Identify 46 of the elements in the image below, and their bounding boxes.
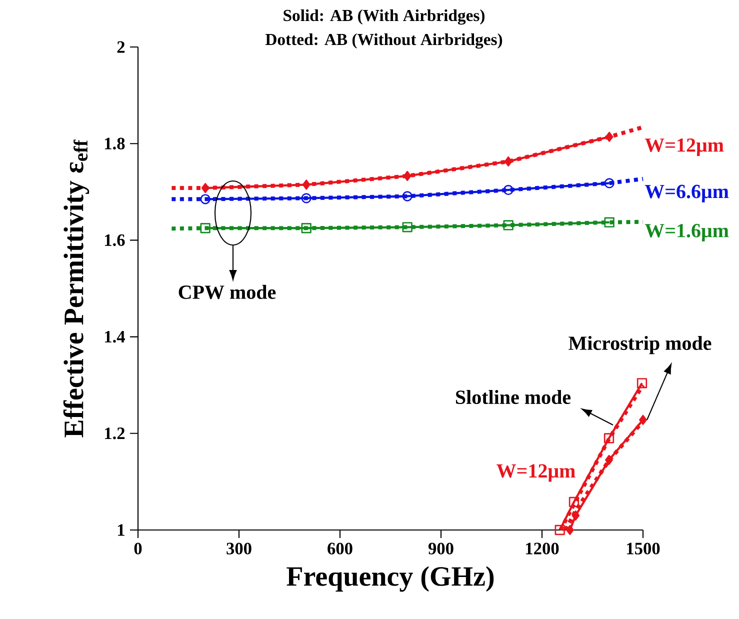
- annotation: Microstrip mode: [568, 336, 712, 354]
- y-tick-label: 1.4: [105, 330, 125, 343]
- y-tick-label: 1: [118, 524, 124, 536]
- point: [568, 496, 580, 508]
- x-tick-label: 1500: [627, 542, 660, 554]
- x-tick-label: 1200: [526, 542, 559, 554]
- point: [301, 193, 312, 204]
- point: [604, 433, 614, 444]
- annotation: W=12μm: [496, 464, 576, 482]
- chart-title: Solid: AB (With Airbridges): [284, 9, 484, 25]
- annotation: CPW mode: [178, 284, 276, 300]
- point: [302, 180, 310, 190]
- point: [566, 524, 574, 536]
- series-label: W=12μm: [644, 138, 724, 156]
- x-tick-label: 300: [226, 542, 252, 554]
- point: [572, 510, 580, 521]
- series-label: W=6.6μm: [644, 184, 729, 202]
- point: [604, 178, 614, 188]
- point: [503, 184, 514, 196]
- point: [639, 414, 647, 425]
- x-tick-label: 600: [328, 542, 352, 554]
- point: [504, 156, 512, 167]
- point: [636, 378, 648, 388]
- point: [200, 194, 210, 204]
- point: [605, 132, 614, 142]
- y-tick-label: 1.2: [105, 428, 125, 440]
- series-label: W=1.6μm: [644, 224, 729, 242]
- y-tick-label: 1.8: [105, 138, 125, 150]
- point: [201, 182, 210, 194]
- chart-subtitle: Dotted: AB (Without Airbridges): [265, 33, 502, 49]
- x-tick-label: 0: [134, 542, 142, 554]
- point: [200, 223, 210, 234]
- point: [301, 223, 312, 234]
- annotation: Slotline mode: [456, 390, 571, 404]
- point: [554, 524, 565, 536]
- point: [605, 454, 613, 466]
- point: [402, 222, 412, 232]
- point: [503, 220, 514, 230]
- x-axis-title: Frequency (GHz): [286, 566, 494, 592]
- point: [403, 170, 412, 182]
- y-tick-label: 2: [117, 41, 125, 53]
- point: [402, 191, 412, 202]
- y-axis-title: Effective Permittivity ε$_{eff}$: [63, 140, 90, 438]
- x-tick-label: 900: [428, 542, 454, 554]
- point: [604, 217, 614, 228]
- y-tick-label: 1.6: [105, 234, 125, 246]
